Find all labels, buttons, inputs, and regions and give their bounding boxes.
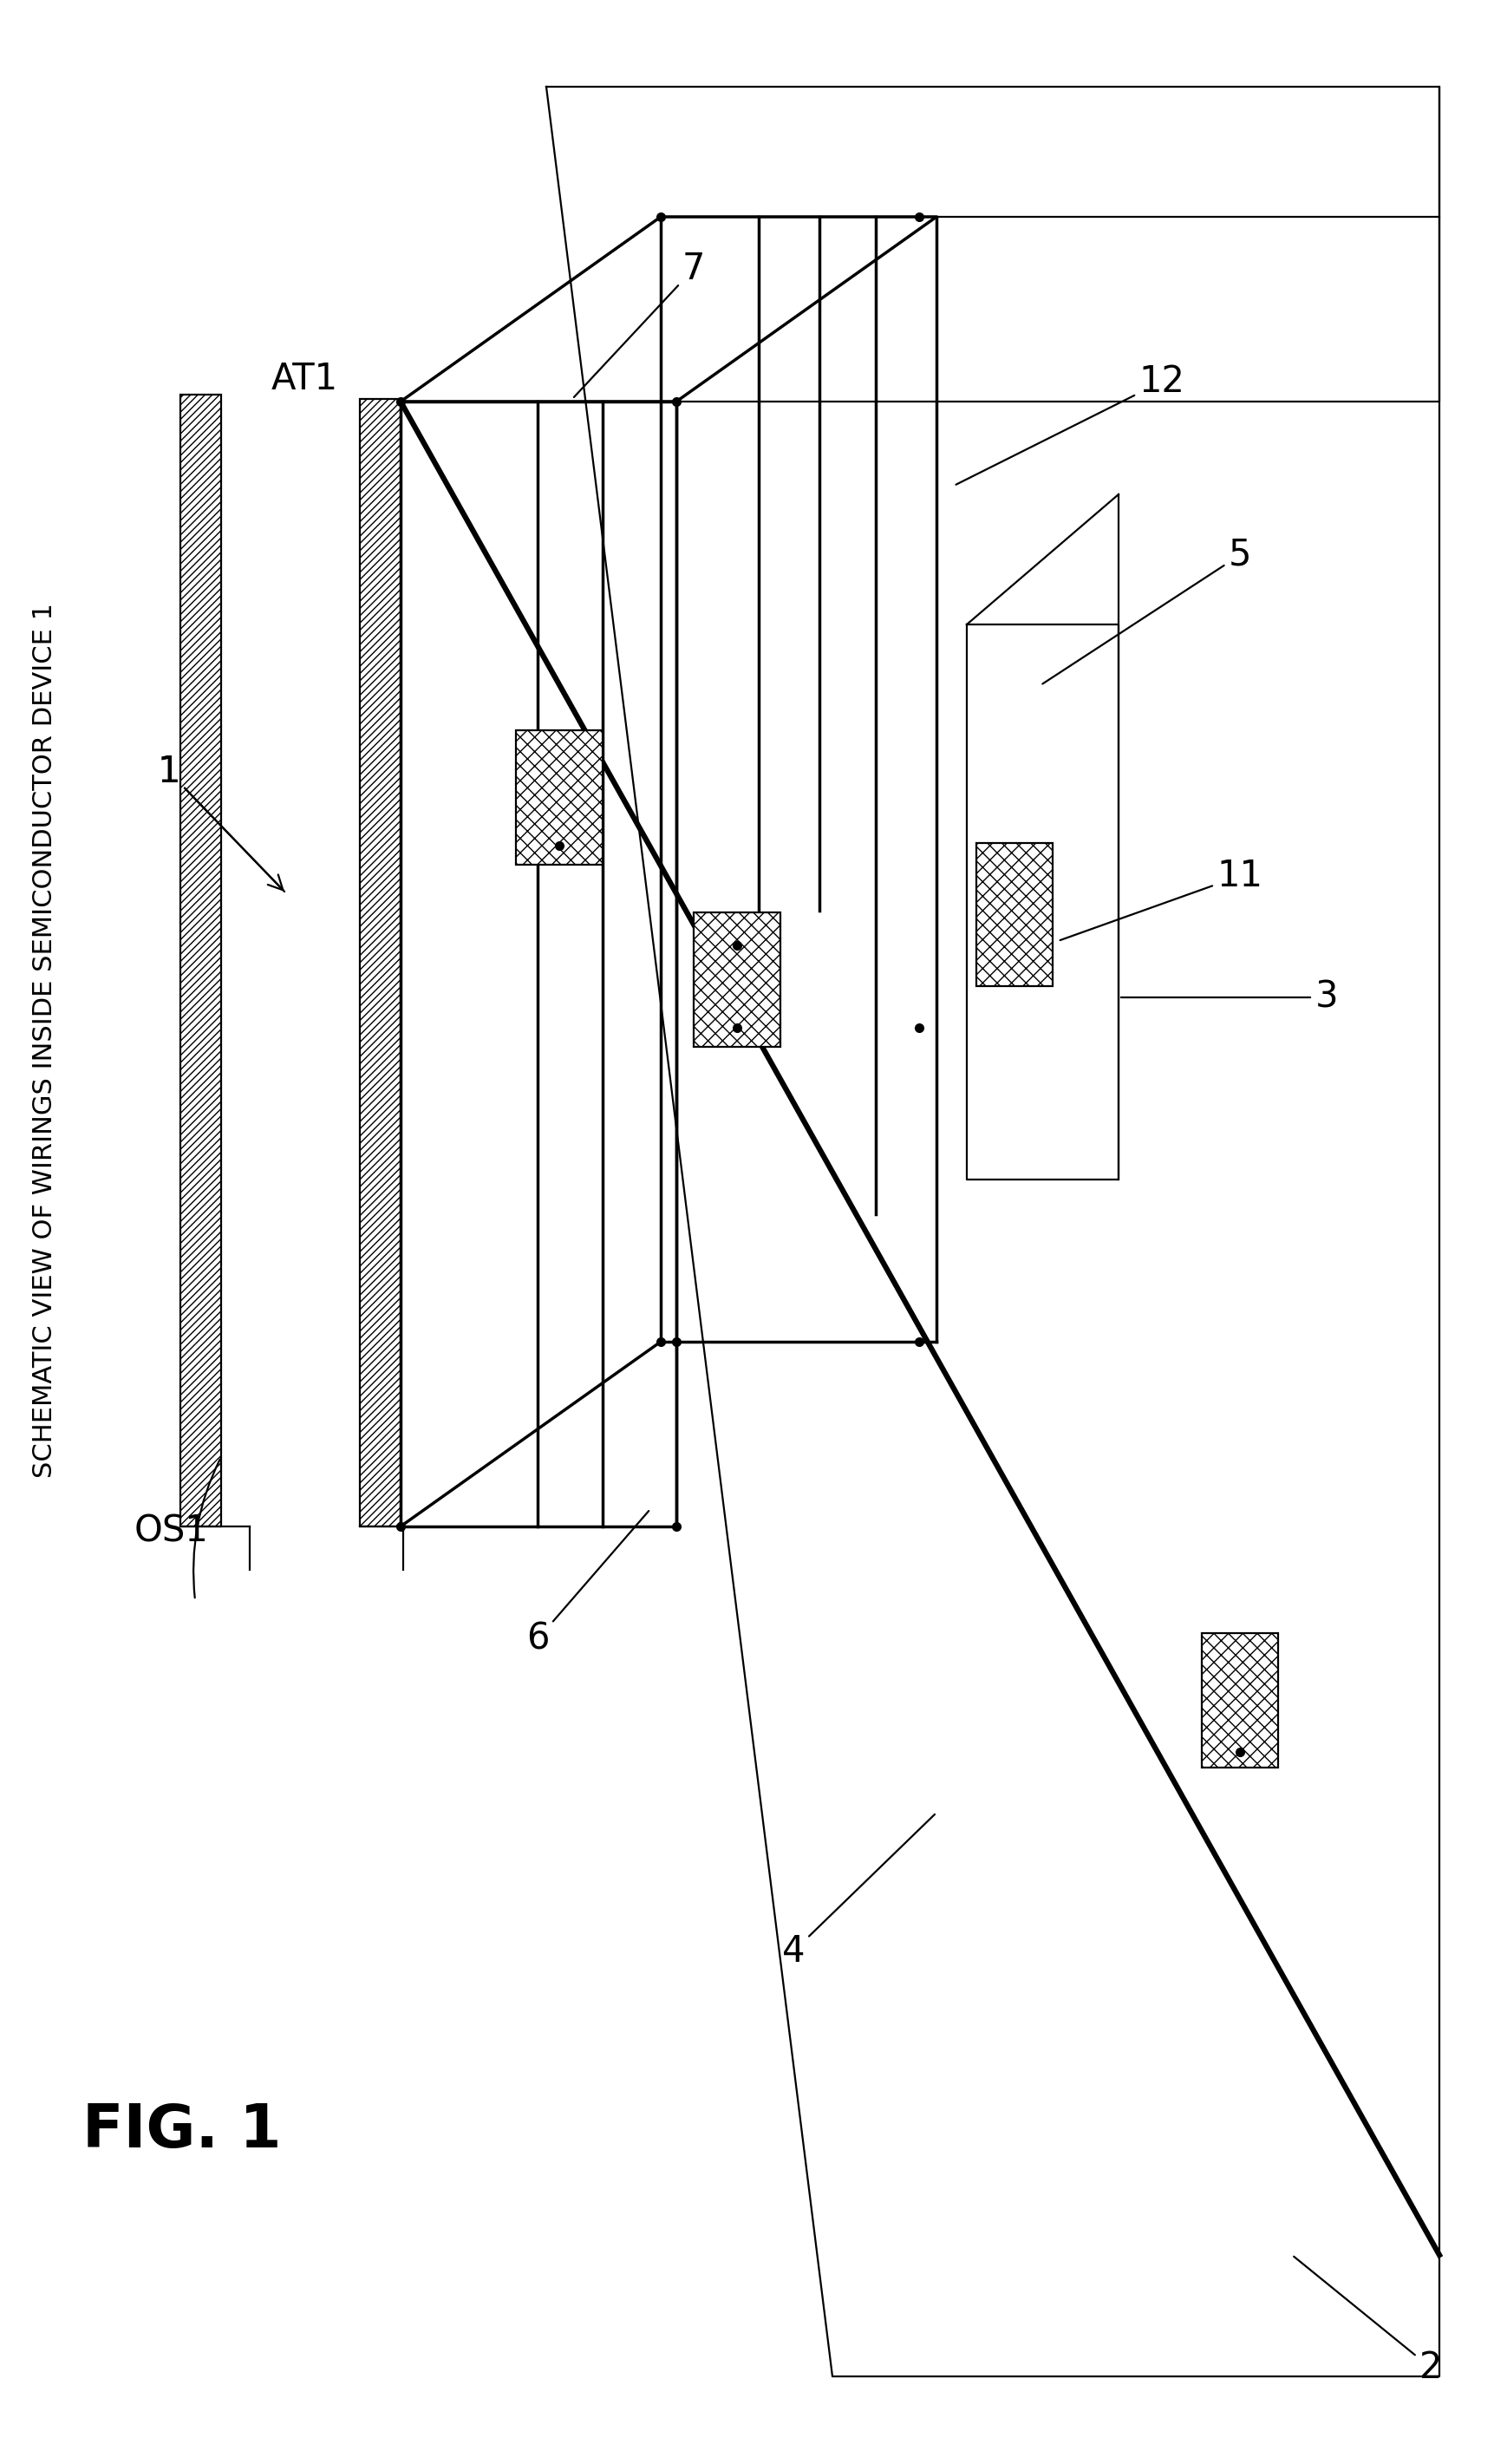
Bar [976, 843, 1052, 986]
Bar [181, 394, 221, 1528]
Text: AT1: AT1 [270, 360, 338, 397]
Text: 1: 1 [157, 754, 282, 890]
Bar [693, 912, 780, 1047]
Text: 3: 3 [1120, 978, 1337, 1015]
Bar [360, 399, 400, 1528]
Text: OS1: OS1 [134, 1513, 209, 1550]
Text: 2: 2 [1294, 2257, 1442, 2385]
Text: 7: 7 [574, 251, 705, 397]
Text: 1: 1 [157, 754, 284, 892]
Text: 12: 12 [955, 362, 1185, 485]
Text: 5: 5 [1041, 537, 1250, 685]
Text: SCHEMATIC VIEW OF WIRINGS INSIDE SEMICONDUCTOR DEVICE 1: SCHEMATIC VIEW OF WIRINGS INSIDE SEMICON… [33, 604, 58, 1478]
Bar [1201, 1634, 1277, 1767]
Text: 11: 11 [1059, 857, 1262, 941]
Bar [515, 732, 602, 865]
Text: 4: 4 [781, 1814, 934, 1969]
Text: 6: 6 [526, 1510, 648, 1658]
Text: FIG. 1: FIG. 1 [82, 2102, 281, 2158]
